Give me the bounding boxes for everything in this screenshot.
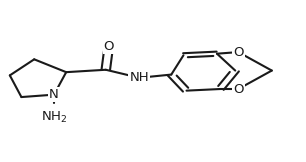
- Text: O: O: [233, 82, 244, 96]
- Text: N: N: [49, 88, 59, 101]
- Text: O: O: [233, 46, 244, 59]
- Text: NH: NH: [129, 71, 149, 84]
- Text: O: O: [104, 40, 114, 53]
- Text: NH$_2$: NH$_2$: [41, 110, 67, 125]
